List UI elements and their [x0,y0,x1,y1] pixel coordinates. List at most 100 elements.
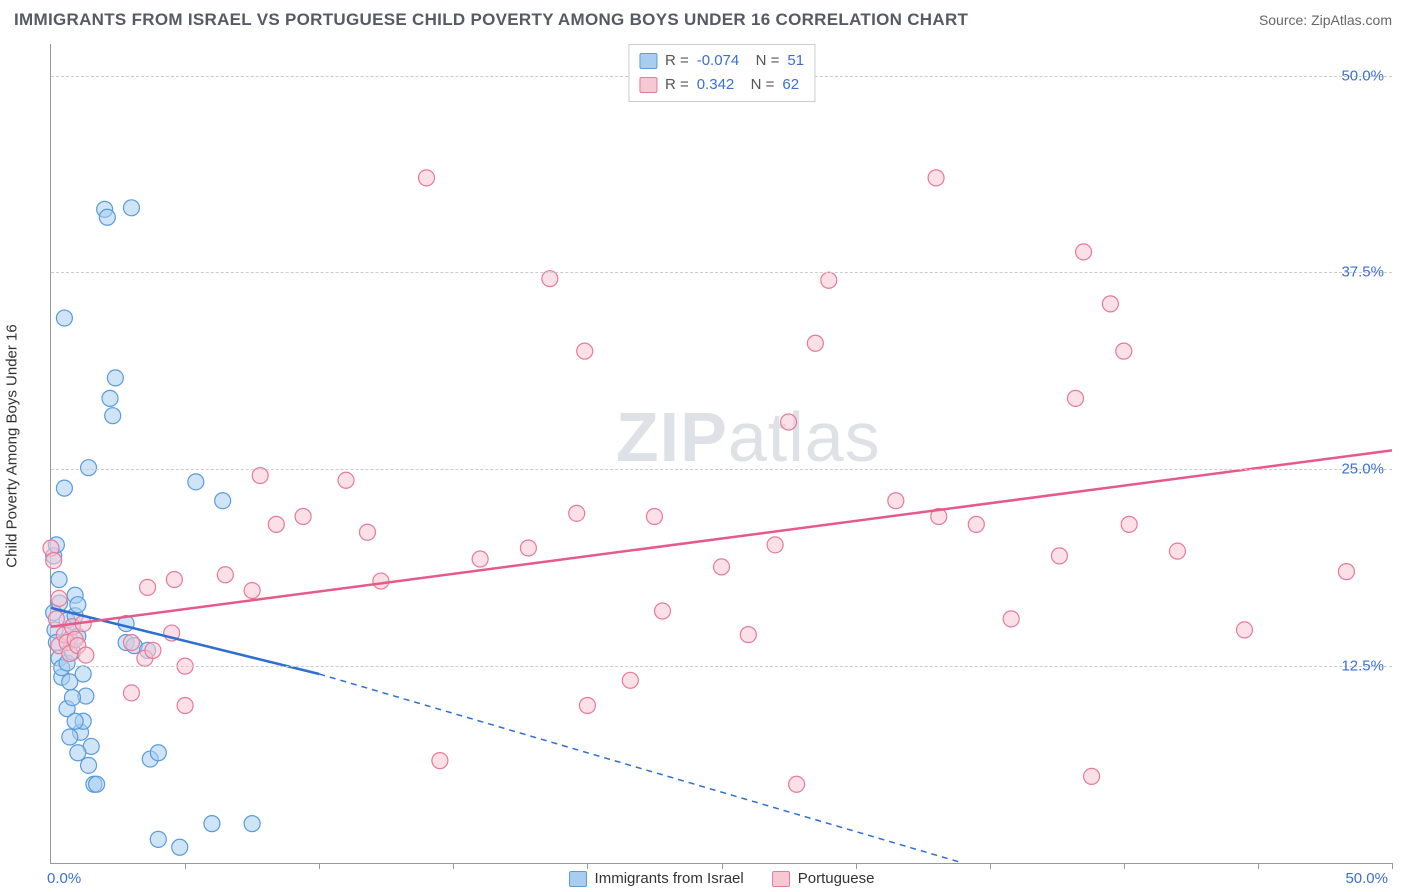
y-tick: 37.5% [1341,264,1384,281]
scatter-svg [51,44,1392,863]
data-point-portuguese [123,635,139,651]
x-tick-mark [185,863,186,869]
x-tick-mark [856,863,857,869]
data-point-portuguese [1169,543,1185,559]
data-point-portuguese [767,537,783,553]
data-point-portuguese [1076,244,1092,260]
data-point-israel [123,200,139,216]
data-point-israel [67,713,83,729]
legend-item-portuguese: Portuguese [772,870,875,887]
data-point-portuguese [268,516,284,532]
chart-title: IMMIGRANTS FROM ISRAEL VS PORTUGUESE CHI… [14,10,968,30]
chart-header: IMMIGRANTS FROM ISRAEL VS PORTUGUESE CHI… [14,10,1392,30]
data-point-portuguese [714,559,730,575]
data-point-portuguese [418,170,434,186]
data-point-portuguese [569,505,585,521]
data-point-israel [172,839,188,855]
swatch-israel [639,53,657,69]
data-point-portuguese [1116,343,1132,359]
data-point-israel [107,370,123,386]
x-tick-mark [722,863,723,869]
data-point-portuguese [295,509,311,525]
data-point-portuguese [373,573,389,589]
data-point-portuguese [807,335,823,351]
data-point-portuguese [217,567,233,583]
data-point-israel [62,729,78,745]
x-tick-mark [1392,863,1393,869]
data-point-israel [188,474,204,490]
data-point-portuguese [1236,622,1252,638]
x-tick-mark [319,863,320,869]
data-point-israel [102,390,118,406]
data-point-portuguese [577,343,593,359]
data-point-israel [70,745,86,761]
chart-plot-area: ZIPatlas R = -0.074 N = 51 R = 0.342 N =… [50,44,1392,864]
data-point-israel [64,690,80,706]
data-point-israel [51,572,67,588]
data-point-portuguese [781,414,797,430]
data-point-israel [56,480,72,496]
data-point-israel [75,666,91,682]
legend-item-israel: Immigrants from Israel [569,870,744,887]
data-point-portuguese [646,509,662,525]
x-tick-mark [587,863,588,869]
data-point-israel [105,408,121,424]
data-point-portuguese [1102,296,1118,312]
data-point-portuguese [166,572,182,588]
y-tick: 50.0% [1341,67,1384,84]
x-tick-mark [990,863,991,869]
gridline [51,469,1392,470]
data-point-portuguese [1068,390,1084,406]
data-point-portuguese [338,472,354,488]
x-tick-end: 50.0% [1345,870,1388,887]
data-point-portuguese [46,553,62,569]
series-legend: Immigrants from Israel Portuguese [569,870,875,887]
data-point-portuguese [244,583,260,599]
data-point-portuguese [888,493,904,509]
swatch-portuguese-icon [772,871,790,887]
data-point-portuguese [359,524,375,540]
data-point-portuguese [123,685,139,701]
data-point-portuguese [520,540,536,556]
data-point-portuguese [51,590,67,606]
y-tick: 25.0% [1341,461,1384,478]
data-point-portuguese [140,579,156,595]
gridline [51,666,1392,667]
trendline-dash-israel [319,674,963,863]
data-point-israel [81,757,97,773]
data-point-portuguese [928,170,944,186]
data-point-portuguese [1051,548,1067,564]
chart-source: Source: ZipAtlas.com [1259,12,1392,28]
swatch-portuguese [639,77,657,93]
data-point-israel [215,493,231,509]
data-point-israel [56,310,72,326]
data-point-portuguese [740,627,756,643]
correlation-legend: R = -0.074 N = 51 R = 0.342 N = 62 [628,44,815,102]
data-point-israel [204,816,220,832]
x-tick-mark [1258,863,1259,869]
data-point-portuguese [821,272,837,288]
data-point-portuguese [579,698,595,714]
data-point-portuguese [654,603,670,619]
legend-row-portuguese: R = 0.342 N = 62 [639,73,804,97]
y-tick: 12.5% [1341,658,1384,675]
data-point-portuguese [432,753,448,769]
legend-row-israel: R = -0.074 N = 51 [639,49,804,73]
data-point-israel [99,209,115,225]
data-point-portuguese [1084,768,1100,784]
x-tick-mark [453,863,454,869]
data-point-portuguese [177,698,193,714]
data-point-israel [150,745,166,761]
x-tick-start: 0.0% [47,870,81,887]
data-point-israel [150,831,166,847]
data-point-portuguese [78,647,94,663]
data-point-israel [244,816,260,832]
data-point-israel [89,776,105,792]
data-point-portuguese [1121,516,1137,532]
swatch-israel-icon [569,871,587,887]
data-point-portuguese [1338,564,1354,580]
gridline [51,272,1392,273]
y-axis-label: Child Poverty Among Boys Under 16 [4,324,21,567]
data-point-portuguese [1003,611,1019,627]
data-point-israel [70,597,86,613]
